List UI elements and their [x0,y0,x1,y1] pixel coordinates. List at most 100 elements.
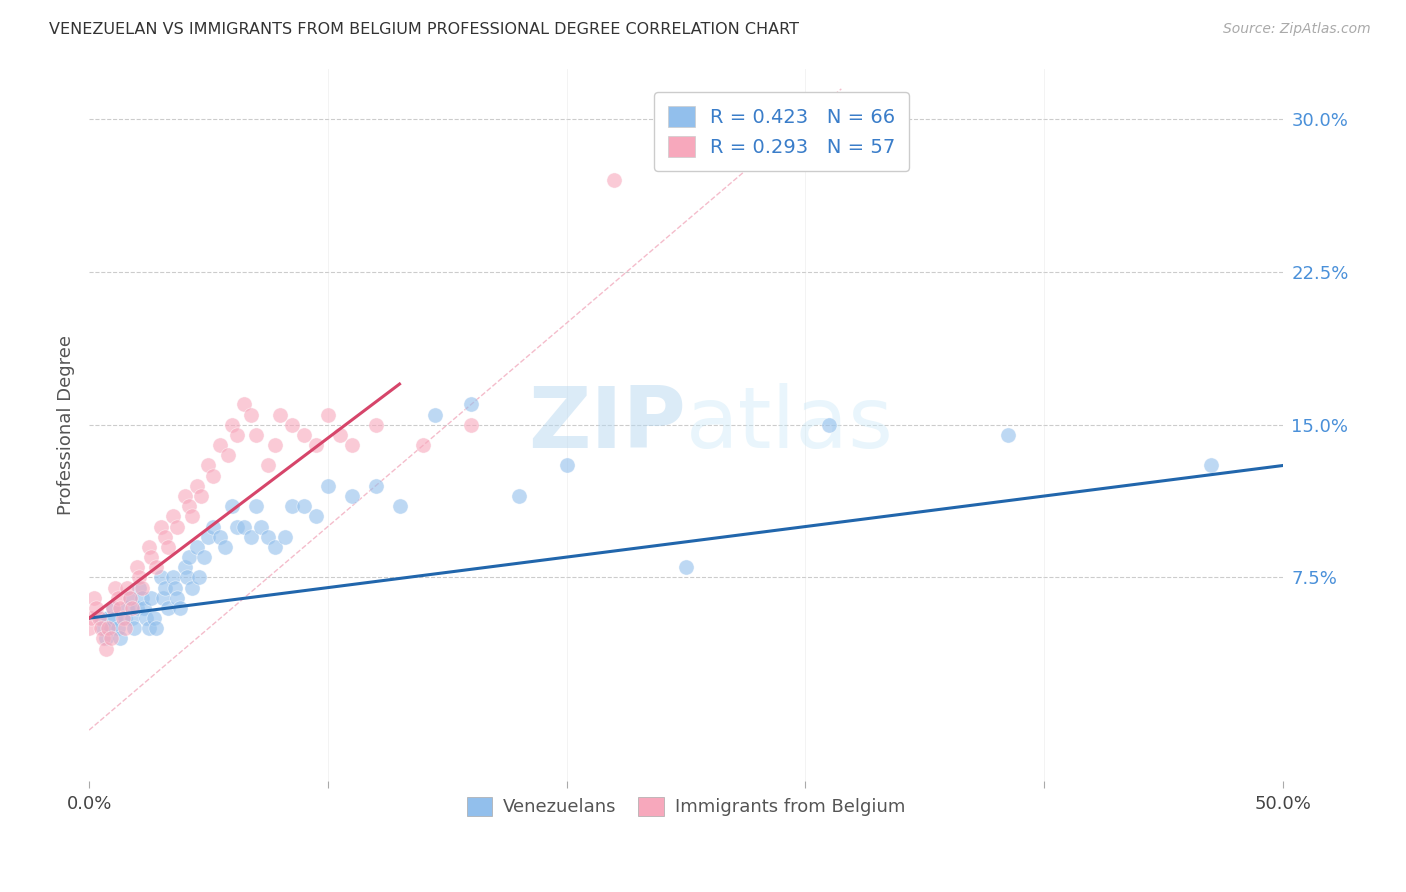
Point [107,621,129,635]
Point [250,519,273,533]
Point [117,581,139,595]
Point [221,499,243,513]
Point [114,621,136,635]
Point [149,519,172,533]
Point [209,438,232,452]
Y-axis label: Professional Degree: Professional Degree [58,334,75,515]
Point [264,438,287,452]
Point [97,621,120,635]
Point [141,591,163,605]
Point [217,448,239,462]
Point [118,591,141,605]
Point [460,417,482,432]
Point [162,509,184,524]
Point [84,601,107,615]
Point [155,530,177,544]
Point [233,397,256,411]
Point [145,621,167,635]
Point [179,550,201,565]
Point [226,428,249,442]
Text: atlas: atlas [686,384,894,467]
Point [93,621,115,635]
Point [257,458,280,473]
Point [197,458,219,473]
Point [101,601,124,615]
Point [1201,458,1223,473]
Point [90,611,112,625]
Point [138,621,160,635]
Point [131,591,153,605]
Point [87,611,110,625]
Point [77,621,100,635]
Point [100,632,122,646]
Point [245,428,267,442]
Point [173,560,195,574]
Point [128,570,150,584]
Point [269,408,291,422]
Point [121,611,143,625]
Point [104,611,127,625]
Point [117,601,139,615]
Point [97,611,120,625]
Point [197,530,219,544]
Point [675,560,697,574]
Point [93,632,115,646]
Point [221,417,243,432]
Point [508,489,530,503]
Point [305,438,328,452]
Text: VENEZUELAN VS IMMIGRANTS FROM BELGIUM PROFESSIONAL DEGREE CORRELATION CHART: VENEZUELAN VS IMMIGRANTS FROM BELGIUM PR… [49,22,799,37]
Point [186,540,208,554]
Point [94,641,117,656]
Point [316,479,339,493]
Point [233,519,256,533]
Text: ZIP: ZIP [529,384,686,467]
Point [118,591,141,605]
Point [190,489,212,503]
Point [997,428,1019,442]
Text: Source: ZipAtlas.com: Source: ZipAtlas.com [1223,22,1371,37]
Point [316,408,339,422]
Point [125,601,148,615]
Point [292,499,315,513]
Point [214,540,236,554]
Point [163,581,186,595]
Point [240,408,263,422]
Point [364,417,387,432]
Point [226,519,249,533]
Point [131,581,153,595]
Point [142,611,165,625]
Point [412,438,434,452]
Point [83,591,105,605]
Point [141,550,163,565]
Point [176,570,198,584]
Point [135,611,157,625]
Point [202,519,225,533]
Point [101,601,124,615]
Point [80,611,103,625]
Point [209,530,232,544]
Point [340,489,363,503]
Point [329,428,352,442]
Point [108,601,131,615]
Point [149,570,172,584]
Point [245,499,267,513]
Point [179,499,201,513]
Point [94,632,117,646]
Point [180,509,202,524]
Point [132,601,155,615]
Point [90,621,112,635]
Point [111,611,134,625]
Point [292,428,315,442]
Point [281,417,304,432]
Point [305,509,328,524]
Point [186,479,208,493]
Point [162,570,184,584]
Point [257,530,280,544]
Point [460,397,482,411]
Point [264,540,287,554]
Point [125,560,148,574]
Point [104,581,127,595]
Point [388,499,411,513]
Point [156,540,179,554]
Point [121,601,143,615]
